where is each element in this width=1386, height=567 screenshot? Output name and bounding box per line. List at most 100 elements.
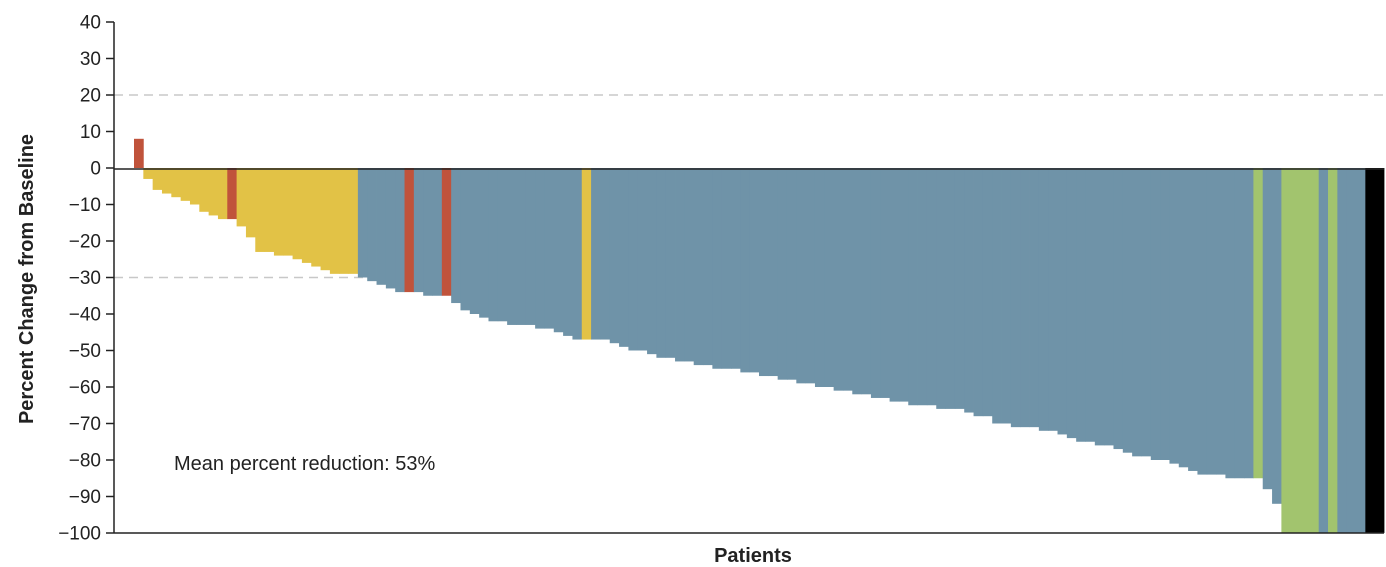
bar [917, 168, 928, 406]
bar [1244, 168, 1254, 479]
bar [1020, 168, 1030, 428]
y-tick-label: −70 [69, 414, 101, 435]
bar [255, 168, 265, 252]
bar [1318, 168, 1329, 533]
bar [1281, 168, 1292, 533]
bar [842, 168, 853, 391]
bar [861, 168, 872, 395]
bar [1272, 168, 1282, 504]
bar [973, 168, 984, 417]
bar [647, 168, 657, 355]
bar [376, 168, 387, 285]
bar [301, 168, 312, 263]
bar [488, 168, 499, 322]
bar [283, 168, 293, 256]
bar [1262, 168, 1273, 490]
bar [703, 168, 713, 366]
bar [749, 168, 760, 373]
bar [936, 168, 946, 409]
bar [898, 168, 909, 402]
y-tick-label: 0 [90, 159, 101, 180]
bar [423, 168, 433, 296]
bar [1169, 168, 1180, 464]
bar [1048, 168, 1058, 431]
bar [1225, 168, 1236, 479]
bar [227, 168, 238, 220]
bar [1300, 168, 1310, 533]
bar [1374, 168, 1385, 533]
bar [759, 168, 769, 377]
bar [199, 168, 210, 212]
y-tick-label: 40 [80, 13, 101, 34]
bar [665, 168, 676, 358]
bar [311, 168, 321, 267]
bar [870, 168, 881, 398]
bar [189, 168, 200, 205]
bar [833, 168, 844, 391]
x-axis-title: Patients [714, 545, 792, 567]
bar [1328, 168, 1338, 533]
bar [572, 168, 583, 340]
bar [273, 168, 284, 256]
bar [367, 168, 377, 282]
bar [1178, 168, 1189, 468]
bar [731, 168, 741, 369]
bar [385, 168, 396, 289]
bar [1113, 168, 1124, 450]
y-tick-label: −90 [69, 487, 101, 508]
bar [992, 168, 1002, 424]
bar [600, 168, 611, 340]
bar [292, 168, 303, 260]
bar [236, 168, 247, 227]
bar [1010, 168, 1021, 428]
bar [432, 168, 443, 296]
bars-group [134, 138, 1385, 533]
bar [152, 168, 163, 190]
bar [1122, 168, 1133, 453]
bar [134, 138, 144, 168]
bar [1160, 168, 1170, 460]
bar [563, 168, 573, 336]
bar [880, 168, 890, 398]
bar [451, 168, 461, 304]
bar [1234, 168, 1245, 479]
bar [553, 168, 564, 333]
bar [1309, 168, 1320, 533]
bar [675, 168, 685, 362]
y-tick-label: −50 [69, 341, 101, 362]
y-tick-label: −20 [69, 232, 101, 253]
bar [413, 168, 424, 293]
bar [1029, 168, 1040, 428]
bar [1057, 168, 1068, 435]
bar [1141, 168, 1152, 457]
bar [721, 168, 732, 369]
bar [1356, 168, 1366, 533]
bar [497, 168, 508, 322]
bar [619, 168, 629, 347]
bar [926, 168, 937, 406]
bar [339, 168, 349, 274]
bar [637, 168, 648, 351]
bar [852, 168, 863, 395]
bar [945, 168, 956, 409]
bar [171, 168, 182, 198]
bar [404, 168, 415, 293]
bar [535, 168, 545, 329]
y-axis-title: Percent Change from Baseline [16, 134, 38, 424]
mean-reduction-annotation: Mean percent reduction: 53% [174, 453, 435, 475]
bar [609, 168, 620, 344]
y-tick-label: 30 [80, 49, 101, 70]
bar [469, 168, 480, 314]
bar [1076, 168, 1086, 442]
bar [889, 168, 900, 402]
bar [1104, 168, 1114, 446]
y-tick-label: 10 [80, 122, 101, 143]
bar [161, 168, 172, 194]
bar [1150, 168, 1161, 460]
bar [712, 168, 723, 369]
bar [628, 168, 639, 351]
bar [544, 168, 555, 329]
y-tick-label: −60 [69, 378, 101, 399]
bar [143, 168, 154, 179]
bar [1337, 168, 1348, 533]
